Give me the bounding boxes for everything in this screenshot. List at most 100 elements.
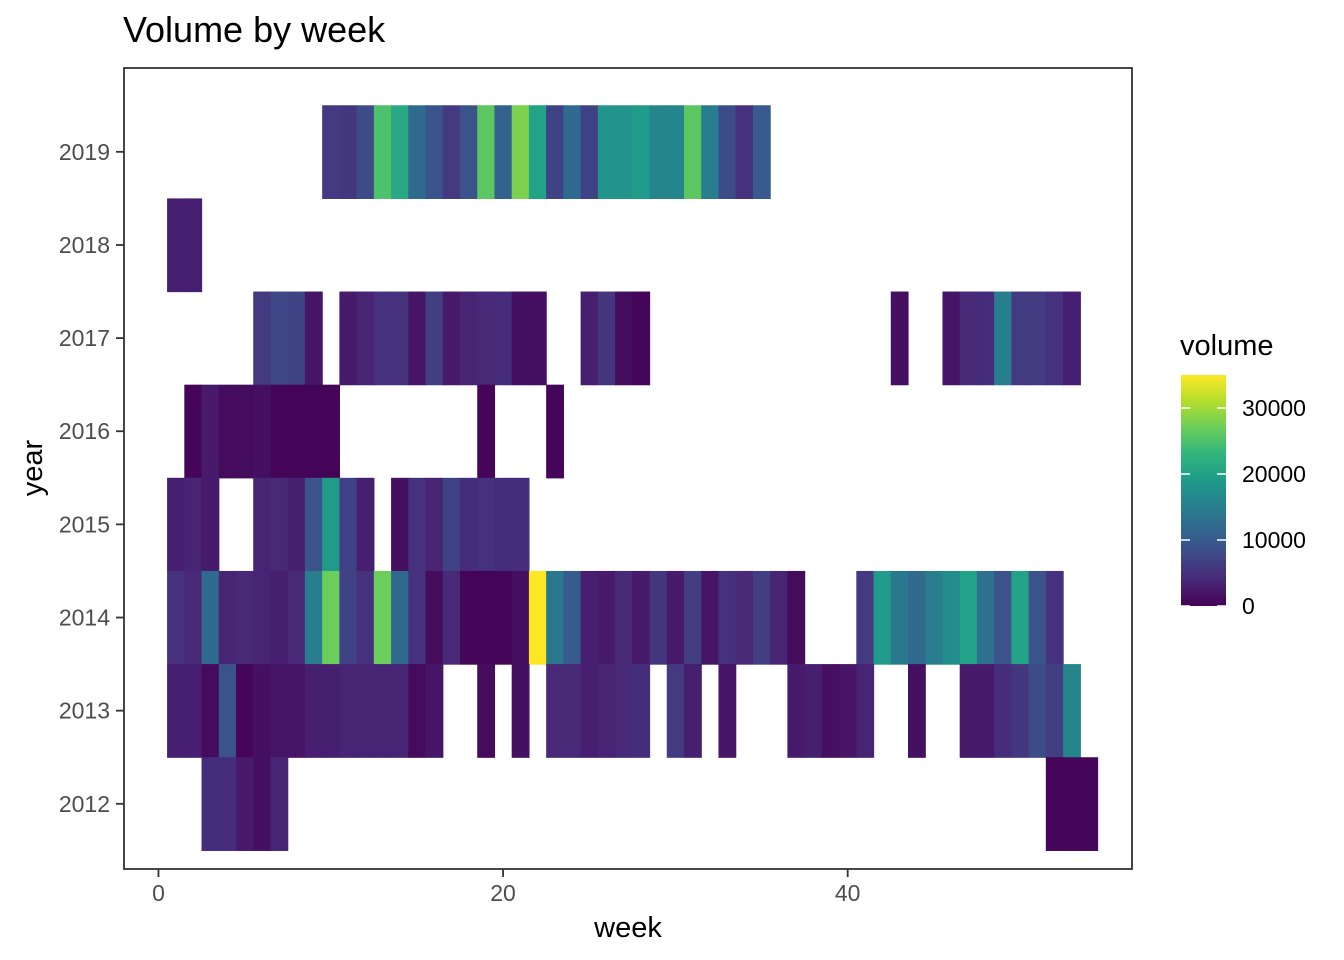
heatmap-cell bbox=[287, 384, 306, 479]
heatmap-cell bbox=[976, 664, 995, 758]
heatmap-cell bbox=[511, 105, 530, 199]
heatmap-cell bbox=[1045, 291, 1064, 386]
heatmap-cell bbox=[752, 105, 771, 199]
legend-tick-label: 10000 bbox=[1242, 527, 1306, 553]
legend: volume 0 10000 20000 30000 bbox=[1180, 330, 1306, 619]
heatmap-cell bbox=[477, 384, 496, 479]
x-tick-label: 0 bbox=[152, 880, 165, 906]
heatmap-cell bbox=[425, 570, 444, 665]
heatmap-cell bbox=[890, 291, 909, 386]
heatmap-cell bbox=[615, 291, 633, 386]
heatmap-cell bbox=[563, 664, 582, 758]
heatmap-cell bbox=[580, 105, 599, 199]
heatmap-cell bbox=[735, 570, 754, 665]
heatmap-cell bbox=[253, 384, 272, 479]
legend-colorbar bbox=[1181, 375, 1226, 606]
heatmap-cell bbox=[460, 477, 478, 572]
heatmap-cell bbox=[304, 570, 323, 665]
heatmap-cell bbox=[959, 570, 978, 665]
heatmap-cell bbox=[304, 477, 323, 572]
heatmap-cells bbox=[167, 105, 1099, 851]
x-axis: 0 20 40 bbox=[152, 869, 860, 906]
heatmap-cell bbox=[477, 477, 496, 572]
heatmap-cell bbox=[253, 477, 272, 572]
heatmap-cell bbox=[201, 757, 220, 851]
heatmap-cell bbox=[304, 291, 323, 386]
heatmap-cell bbox=[287, 291, 306, 386]
heatmap-cell bbox=[373, 105, 392, 199]
heatmap-cell bbox=[236, 664, 254, 758]
heatmap-cell bbox=[615, 105, 633, 199]
heatmap-cell bbox=[908, 570, 926, 665]
heatmap-cell bbox=[373, 291, 392, 386]
heatmap-cell bbox=[477, 664, 496, 758]
heatmap-cell bbox=[546, 570, 564, 665]
heatmap-cell bbox=[1028, 570, 1047, 665]
heatmap-cell bbox=[494, 291, 513, 386]
heatmap-cell bbox=[391, 291, 409, 386]
heatmap-cell bbox=[787, 570, 806, 665]
heatmap-cell bbox=[580, 291, 599, 386]
y-tick-label: 2019 bbox=[59, 139, 110, 165]
heatmap-cell bbox=[1080, 757, 1099, 851]
heatmap-cell bbox=[460, 105, 478, 199]
heatmap-cell bbox=[546, 105, 564, 199]
heatmap-cell bbox=[994, 664, 1012, 758]
heatmap-cell bbox=[666, 664, 685, 758]
heatmap-cell bbox=[460, 291, 478, 386]
heatmap-cell bbox=[890, 570, 909, 665]
heatmap-cell bbox=[270, 291, 289, 386]
x-tick-label: 20 bbox=[490, 880, 516, 906]
heatmap-cell bbox=[356, 664, 375, 758]
heatmap-cell bbox=[787, 664, 806, 758]
heatmap-cell bbox=[236, 570, 254, 665]
y-tick-label: 2018 bbox=[59, 232, 110, 258]
heatmap-cell bbox=[804, 664, 823, 758]
heatmap-cell bbox=[1045, 757, 1064, 851]
heatmap-cell bbox=[632, 291, 651, 386]
heatmap-cell bbox=[184, 570, 203, 665]
heatmap-cell bbox=[339, 477, 358, 572]
heatmap-cell bbox=[735, 105, 754, 199]
legend-title: volume bbox=[1180, 330, 1274, 362]
heatmap-cell bbox=[615, 570, 633, 665]
heatmap-cell bbox=[856, 664, 875, 758]
heatmap-cell bbox=[1045, 570, 1064, 665]
heatmap-cell bbox=[701, 105, 720, 199]
heatmap-cell bbox=[942, 291, 961, 386]
heatmap-cell bbox=[270, 570, 289, 665]
heatmap-cell bbox=[632, 570, 651, 665]
heatmap-cell bbox=[218, 757, 237, 851]
y-tick-label: 2014 bbox=[59, 605, 110, 631]
heatmap-cell bbox=[959, 664, 978, 758]
heatmap-cell bbox=[322, 384, 340, 479]
heatmap-cell bbox=[201, 477, 220, 572]
heatmap-cell bbox=[253, 664, 272, 758]
heatmap-cell bbox=[322, 570, 340, 665]
heatmap-cell bbox=[304, 384, 323, 479]
heatmap-cell bbox=[442, 570, 461, 665]
heatmap-cell bbox=[684, 105, 702, 199]
heatmap-cell bbox=[1063, 757, 1081, 851]
heatmap-cell bbox=[373, 570, 392, 665]
heatmap-cell bbox=[184, 477, 203, 572]
heatmap-cell bbox=[649, 570, 668, 665]
y-tick-label: 2017 bbox=[59, 325, 110, 351]
heatmap-cell bbox=[839, 664, 857, 758]
heatmap-cell bbox=[270, 477, 289, 572]
heatmap-cell bbox=[528, 291, 547, 386]
heatmap-cell bbox=[477, 570, 496, 665]
heatmap-cell bbox=[339, 105, 358, 199]
heatmap-cell bbox=[356, 477, 375, 572]
heatmap-cell bbox=[976, 291, 995, 386]
heatmap-cell bbox=[615, 664, 633, 758]
heatmap-cell bbox=[236, 384, 254, 479]
heatmap-cell bbox=[718, 664, 737, 758]
heatmap-cell bbox=[356, 570, 375, 665]
y-axis: 2012 2013 2014 2015 2016 2017 2018 2019 bbox=[59, 139, 124, 817]
legend-tick-label: 20000 bbox=[1242, 461, 1306, 487]
heatmap-cell bbox=[511, 477, 530, 572]
heatmap-cell bbox=[563, 105, 582, 199]
heatmap-cell bbox=[873, 570, 892, 665]
heatmap-cell bbox=[597, 291, 616, 386]
